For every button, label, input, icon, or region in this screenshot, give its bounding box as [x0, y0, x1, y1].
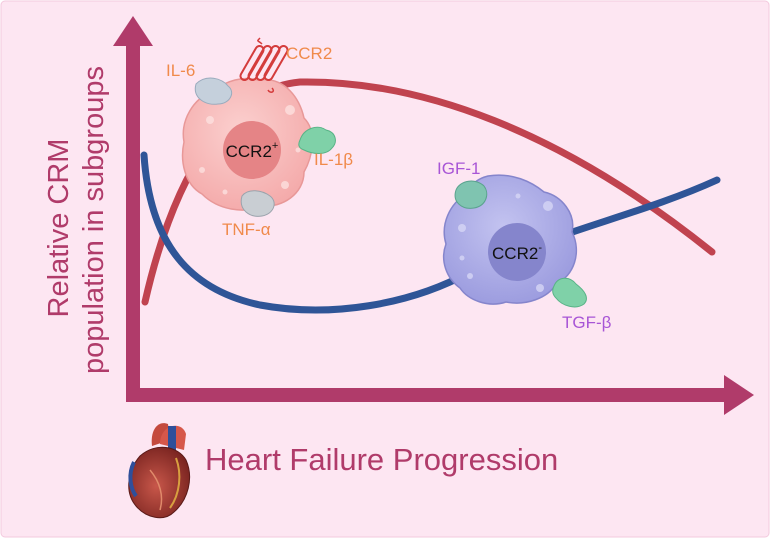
tnfa-label: TNF-α: [222, 220, 271, 239]
il6-molecule-icon: [194, 77, 233, 105]
ccr2-positive-nucleus: [223, 121, 281, 179]
tgfb-label: TGF-β: [562, 313, 612, 332]
igf1-molecule-icon: [454, 180, 488, 209]
il1b-molecule-icon: [298, 126, 336, 154]
ccr2-positive-name: CCR2: [226, 142, 272, 161]
igf1-label: IGF-1: [437, 159, 480, 178]
il1b-label: IL-1β: [314, 150, 353, 169]
ccr2-negative-name: CCR2: [492, 244, 538, 263]
ccr2-positive-curve: [141, 78, 716, 306]
ccr2-receptor-label: CCR2: [286, 44, 332, 63]
ccr2-negative-label: CCR2-: [492, 242, 542, 263]
ccr2-receptor-icon: [239, 37, 289, 93]
ccr2-positive-superscript: +: [272, 140, 278, 152]
il6-label: IL-6: [166, 61, 195, 80]
ccr2-negative-nucleus: [488, 223, 546, 281]
tgfb-molecule-icon: [552, 277, 587, 308]
ccr2-negative-superscript: -: [538, 242, 542, 254]
x-axis-arrowhead: [724, 375, 754, 415]
y-axis: [113, 16, 153, 402]
y-axis-label-line1: Relative CRM: [43, 139, 75, 318]
x-axis-label: Heart Failure Progression: [205, 442, 558, 477]
x-axis: [126, 375, 754, 415]
heart-icon: [128, 423, 190, 519]
ccr2-positive-label: CCR2+: [226, 140, 279, 161]
y-axis-arrowhead: [113, 16, 153, 46]
y-axis-label-line2: population in subgroups: [78, 66, 110, 374]
tnfa-molecule-icon: [240, 190, 275, 217]
ccr2-negative-curve: [140, 151, 721, 314]
ccr2-positive-cell: CCR2+: [181, 77, 314, 211]
